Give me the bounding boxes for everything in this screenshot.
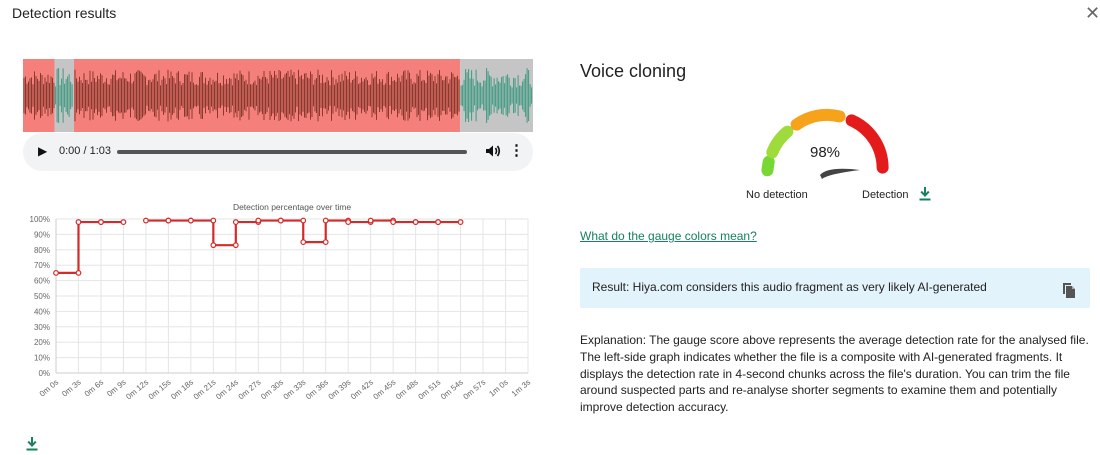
x-tick-label: 0m 54s (439, 378, 465, 402)
gauge-label-min: No detection (746, 189, 808, 201)
gauge-segment-mid (790, 108, 846, 131)
time-display: 0:00 / 1:03 (59, 145, 111, 157)
y-tick-label: 60% (34, 277, 50, 286)
human-segment (460, 59, 533, 132)
y-tick-label: 90% (34, 230, 50, 239)
download-chart-icon[interactable] (25, 436, 39, 452)
waveform-bars (460, 68, 533, 123)
play-icon[interactable]: ▶ (38, 144, 48, 158)
data-point (210, 217, 217, 224)
data-point (322, 239, 329, 245)
y-tick-label: 30% (34, 323, 50, 332)
gauge-segment-high (845, 114, 889, 174)
volume-icon[interactable] (483, 142, 501, 160)
x-tick-label: 0m 21s (192, 378, 218, 402)
data-point (367, 217, 374, 224)
data-point (255, 217, 262, 224)
x-tick-label: 0m 57s (461, 378, 487, 402)
y-tick-label: 0% (38, 369, 50, 378)
copy-icon[interactable] (1061, 281, 1077, 299)
x-tick-label: 0m 15s (147, 378, 173, 402)
result-banner: Result: Hiya.com considers this audio fr… (580, 268, 1090, 308)
x-tick-label: 0m 3s (60, 378, 82, 399)
gauge-segment-low (761, 155, 775, 177)
data-point (187, 217, 194, 224)
x-tick-label: 0m 12s (124, 378, 150, 402)
y-tick-label: 70% (34, 261, 50, 270)
x-tick-label: 0m 48s (394, 378, 420, 402)
x-tick-label: 1m 3s (510, 378, 532, 399)
y-tick-label: 20% (34, 338, 50, 347)
detection-chart: Detection percentage over time 0% 10% 20% 30… (30, 202, 533, 402)
data-point (75, 219, 82, 225)
detection-gauge (761, 108, 889, 179)
data-point (232, 242, 239, 249)
result-text: Result: Hiya.com considers this audio fr… (592, 280, 987, 294)
waveform-bars (23, 71, 55, 120)
data-point (143, 217, 149, 224)
data-point (98, 219, 104, 225)
x-tick-label: 0m 27s (237, 378, 263, 402)
data-point (300, 217, 307, 224)
y-tick-label: 80% (34, 246, 50, 255)
x-tick-label: 0m 30s (259, 378, 285, 402)
data-point (300, 239, 307, 245)
data-point (277, 217, 284, 224)
audio-player: ▶ 0:00 / 1:03 ⋮ (23, 133, 533, 171)
explanation-text: Explanation: The gauge score above repre… (580, 332, 1090, 416)
y-tick-label: 40% (34, 307, 50, 316)
data-point (75, 269, 82, 276)
seek-bar[interactable] (117, 150, 467, 154)
data-point (53, 269, 59, 276)
data-point (412, 219, 419, 225)
chart-title: Detection percentage over time (233, 202, 351, 212)
explanation-line: displays the detection rate in 4-second … (580, 366, 1070, 381)
dialog-title: Detection results (12, 5, 117, 21)
explanation-line: The left-side graph indicates whether th… (580, 349, 1063, 364)
data-point (390, 219, 397, 225)
explanation-line: Explanation: The gauge score above repre… (580, 333, 1089, 347)
data-point (120, 219, 127, 225)
x-tick-label: 0m 36s (304, 378, 330, 402)
x-tick-label: 0m 6s (83, 378, 105, 399)
gauge-value: 98% (810, 144, 841, 161)
gauge-label-max: Detection (862, 189, 909, 201)
explanation-line: improve detection accuracy. (580, 400, 729, 415)
waveform[interactable] (23, 59, 533, 132)
gauge-segment-mid-low (766, 125, 794, 159)
x-tick-label: 0m 39s (327, 378, 353, 402)
x-tick-label: 0m 51s (416, 378, 442, 402)
gauge-needle (820, 168, 860, 179)
more-options-icon[interactable]: ⋮ (509, 142, 524, 159)
waveform-bars (74, 69, 460, 122)
gauge-title: Voice cloning (580, 61, 687, 81)
x-tick-label: 0m 18s (169, 378, 195, 402)
data-point (165, 217, 172, 224)
data-point (210, 242, 217, 249)
download-gauge-icon[interactable] (918, 186, 932, 202)
data-point (435, 219, 441, 225)
data-point (322, 217, 329, 224)
x-tick-label: 0m 45s (372, 378, 398, 402)
x-tick-label: 0m 24s (214, 378, 240, 402)
y-tick-label: 50% (34, 292, 50, 301)
waveform-bars (55, 68, 73, 123)
data-point (457, 219, 464, 225)
y-tick-label: 100% (30, 215, 50, 224)
data-point (345, 219, 352, 225)
x-tick-label: 0m 42s (349, 378, 375, 402)
explanation-line: around suspected parts and re-analyse sh… (580, 383, 1057, 398)
data-point (232, 219, 239, 225)
gauge-colors-help-link[interactable]: What do the gauge colors mean? (580, 229, 757, 243)
close-icon[interactable]: ✕ (1085, 3, 1100, 23)
x-tick-label: 0m 0s (38, 378, 60, 399)
y-tick-label: 10% (34, 354, 50, 363)
x-tick-label: 0m 33s (282, 378, 308, 402)
x-tick-label: 1m 0s (487, 378, 509, 399)
